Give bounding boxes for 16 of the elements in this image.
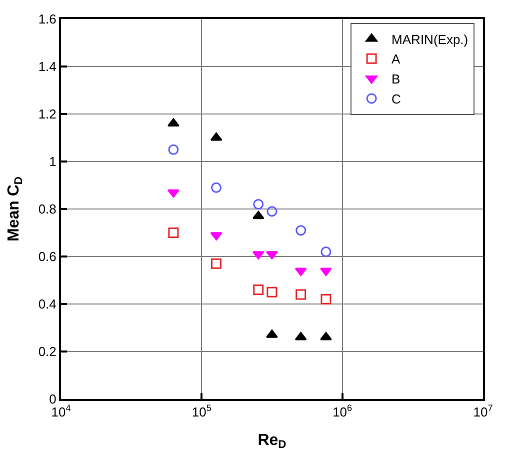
y-tick-label: 1.2 [38, 106, 56, 122]
legend-label: C [392, 92, 401, 107]
y-tick-label: 0.6 [38, 249, 56, 264]
legend-label: MARIN(Exp.) [392, 32, 468, 47]
legend-label: B [392, 72, 400, 87]
x-tick-label: 10$^{6}$ [332, 403, 352, 420]
x-tick-label: 10$^{5}$ [192, 403, 212, 420]
y-tick-label: 0.2 [38, 344, 56, 360]
y-tick-label: 0.4 [38, 296, 56, 312]
x-tick-label: 10$^{7}$ [473, 403, 493, 420]
y-tick-label: 1.6 [38, 12, 56, 27]
y-tick-label: 1.4 [38, 59, 56, 74]
y-tick-label: 0.8 [38, 202, 56, 217]
x-axis-title: Re$_{D}$ [258, 432, 286, 452]
legend-label: A [392, 52, 401, 67]
y-tick-label: 1 [49, 154, 56, 170]
